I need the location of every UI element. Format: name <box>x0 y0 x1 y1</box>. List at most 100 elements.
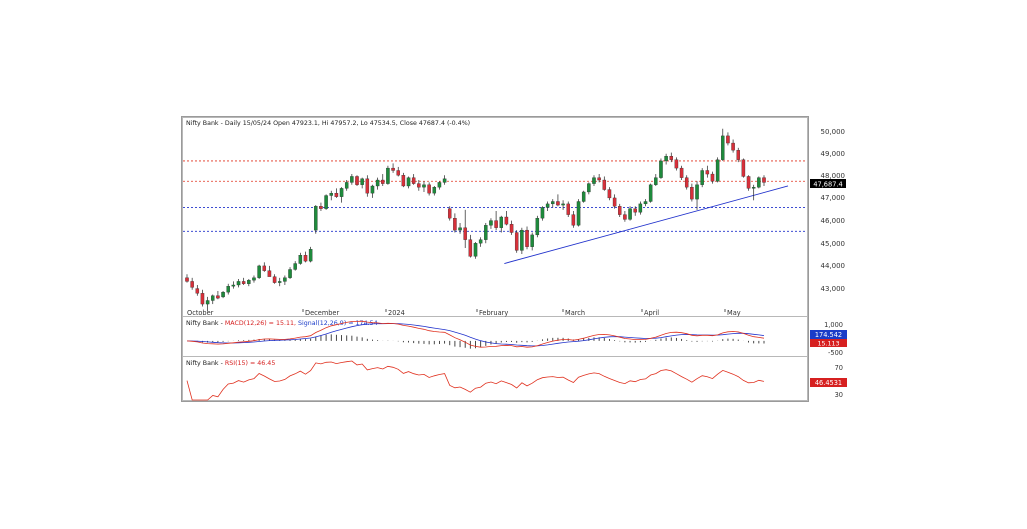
rsi-tag-text: 46.4531 <box>815 379 842 387</box>
candle-down <box>267 270 272 277</box>
candle-down <box>303 255 308 262</box>
candle-down <box>216 295 220 299</box>
candle-up <box>422 184 426 188</box>
candle-up <box>386 167 390 184</box>
y-tick-label: 50,000 <box>821 128 846 136</box>
macd-y-tick: -500 <box>828 349 843 357</box>
candle-up <box>535 218 540 236</box>
macd-signal-line <box>186 323 765 347</box>
macd-indicator <box>186 320 765 349</box>
macd-line <box>186 320 765 348</box>
candle-up <box>375 179 380 187</box>
candle-down <box>736 150 740 160</box>
support-trendline <box>504 185 789 264</box>
candle-up <box>499 216 504 228</box>
y-tick-label: 44,000 <box>821 262 846 270</box>
candle-up <box>721 135 725 160</box>
rsi-indicator <box>186 360 765 401</box>
macd-header-signal: Signal(12,26,9) = 174.54 <box>298 320 378 327</box>
x-tick-label: February <box>479 309 508 317</box>
candle-down <box>185 277 189 282</box>
candle-up <box>458 227 462 231</box>
candle-up <box>638 203 643 213</box>
candle-up <box>221 291 225 298</box>
candle-down <box>690 187 694 200</box>
candle-down <box>241 281 246 284</box>
candlesticks <box>185 128 766 312</box>
signal-tag <box>810 330 847 339</box>
candle-down <box>365 178 370 194</box>
candle-down <box>334 192 339 197</box>
candle-down <box>705 170 710 175</box>
y-tick-label: 49,000 <box>821 150 846 158</box>
candle-up <box>277 281 282 283</box>
rsi-y-tick: 30 <box>835 391 843 399</box>
rsi-header: Nifty Bank - RSI(15) = 46.45 <box>186 360 275 367</box>
candle-up <box>432 187 437 194</box>
candle-down <box>447 208 452 219</box>
y-tick-label: 45,000 <box>821 240 846 248</box>
candle-down <box>633 208 637 213</box>
candle-down <box>612 197 617 207</box>
candle-up <box>350 176 354 183</box>
macd-header-prefix: Nifty Bank - <box>186 320 225 327</box>
candle-down <box>741 159 746 177</box>
candle-down <box>509 224 514 233</box>
candle-down <box>381 179 385 184</box>
candle-down <box>468 239 473 257</box>
candle-down <box>417 183 421 188</box>
candle-up <box>576 201 581 226</box>
x-tick-label: October <box>187 309 214 317</box>
candle-down <box>684 177 689 188</box>
price-header: Nifty Bank - Daily 15/05/24 Open 47923.1… <box>186 120 470 127</box>
last-price-tag <box>810 179 846 188</box>
candle-down <box>618 206 622 215</box>
rsi-tag <box>810 378 847 387</box>
trendline-group <box>504 185 789 264</box>
candle-down <box>746 176 751 189</box>
candle-down <box>463 227 467 240</box>
candle-down <box>669 156 674 160</box>
candle-up <box>628 208 632 220</box>
candle-down <box>762 177 766 183</box>
candle-down <box>272 276 277 283</box>
signal-tag-text: 174.542 <box>815 331 842 339</box>
candle-down <box>514 232 519 251</box>
candle-up <box>700 170 704 185</box>
x-tick-label: April <box>644 309 659 317</box>
candle-down <box>391 167 395 171</box>
candle-up <box>659 160 663 178</box>
candle-up <box>283 277 287 282</box>
candle-up <box>592 177 596 184</box>
last-price-tag-text: 47,687.4 <box>813 180 842 188</box>
candle-up <box>288 269 292 278</box>
macd-y-tick: 1,000 <box>824 321 843 329</box>
candle-up <box>751 187 756 189</box>
chart-frame <box>181 116 809 402</box>
candle-up <box>545 203 550 208</box>
y-tick-label: 43,000 <box>821 285 846 293</box>
candle-up <box>314 206 318 231</box>
candle-up <box>540 207 545 219</box>
x-tick-label: May <box>727 309 741 317</box>
rsi-line <box>186 360 765 401</box>
candle-up <box>478 239 483 244</box>
candle-down <box>726 135 730 144</box>
candle-down <box>195 288 200 294</box>
macd-tag-text: 15.113 <box>817 341 839 348</box>
candle-down <box>623 214 627 220</box>
candle-down <box>396 170 400 176</box>
candle-down <box>427 184 431 194</box>
candle-down <box>679 167 684 178</box>
candle-up <box>489 220 493 226</box>
candle-up <box>484 225 488 240</box>
candle-up <box>520 229 524 251</box>
candle-up <box>437 182 442 188</box>
macd-header-macd: MACD(12,26) = 15.11, <box>225 320 296 327</box>
candle-up <box>473 243 478 257</box>
candle-up <box>205 300 210 305</box>
candle-down <box>190 281 194 288</box>
candle-up <box>654 177 658 185</box>
candle-up <box>757 177 761 188</box>
